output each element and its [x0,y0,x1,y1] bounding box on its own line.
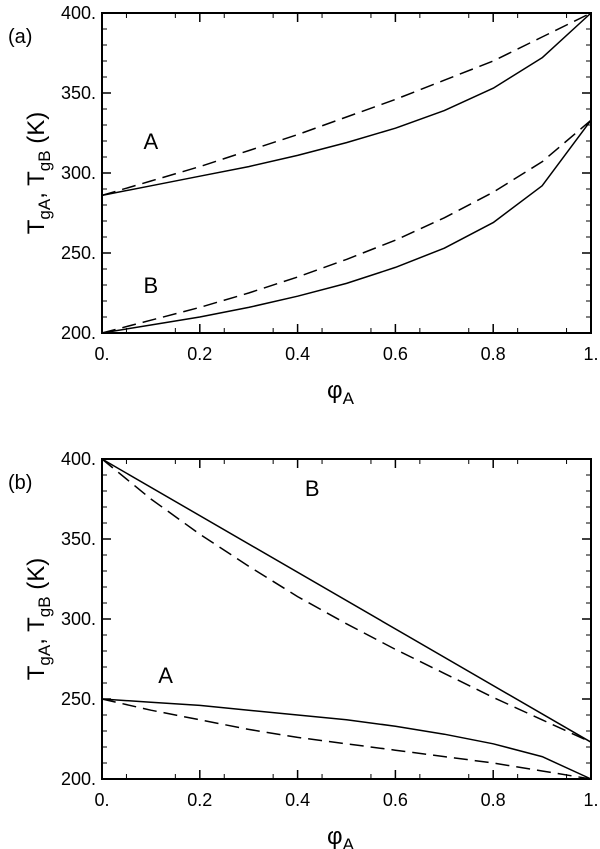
curve-label-b: B [305,476,320,501]
y-tick-label: 350. [61,529,96,549]
y-tick-label: 200. [61,769,96,789]
y-tick-label: 400. [61,449,96,469]
y-tick-label: 250. [61,243,96,263]
panel-b: 0. 0.2 0.4 0.6 0.8 1. 200. 250. 300. 350. 400. B A (b… [8,449,599,849]
panel-a: 0. 0.2 0.4 0.6 0.8 1. 200. 250. 300. 350. 400. A B (a… [8,3,599,408]
plot-frame [101,12,592,334]
y-tick-label: 350. [61,83,96,103]
y-tick-label: 300. [61,609,96,629]
x-tick-label: 0.4 [285,790,310,810]
curve-label-b: B [144,273,159,298]
x-tick-label: 0. [94,344,109,364]
series-a-dashed-line [101,12,592,197]
panel-label: (a) [8,26,32,48]
x-tick-label: 0.2 [187,344,212,364]
x-tick-label: 0. [94,790,109,810]
x-axis-title: φA [327,823,355,849]
series-b-dashed-line [101,119,592,334]
series-b-dashed-line [101,458,592,743]
plot-frame [101,458,592,780]
series-b-solid-line [101,458,592,743]
y-tick-label: 400. [61,3,96,23]
series-b-solid-line [101,119,592,334]
y-tick-label: 250. [61,689,96,709]
x-tick-label: 0.4 [285,344,310,364]
x-tick-label: 0.2 [187,790,212,810]
x-tick-label: 0.6 [383,344,408,364]
x-axis-title: φA [327,377,355,408]
curve-label-a: A [158,663,173,688]
y-axis-title: TgA, TgB (K) [23,112,54,235]
y-tick-label: 200. [61,323,96,343]
y-axis-title: TgA, TgB (K) [23,558,54,681]
curve-label-a: A [144,129,159,154]
x-tick-label: 1. [583,790,598,810]
series-a-solid-line [101,698,592,780]
x-tick-label: 1. [583,344,598,364]
panel-label: (b) [8,472,32,494]
x-tick-label: 0.6 [383,790,408,810]
x-tick-label: 0.8 [481,790,506,810]
y-tick-label: 300. [61,163,96,183]
series-a-dashed-line [101,698,592,780]
series-a-solid-line [101,12,592,197]
x-tick-label: 0.8 [481,344,506,364]
